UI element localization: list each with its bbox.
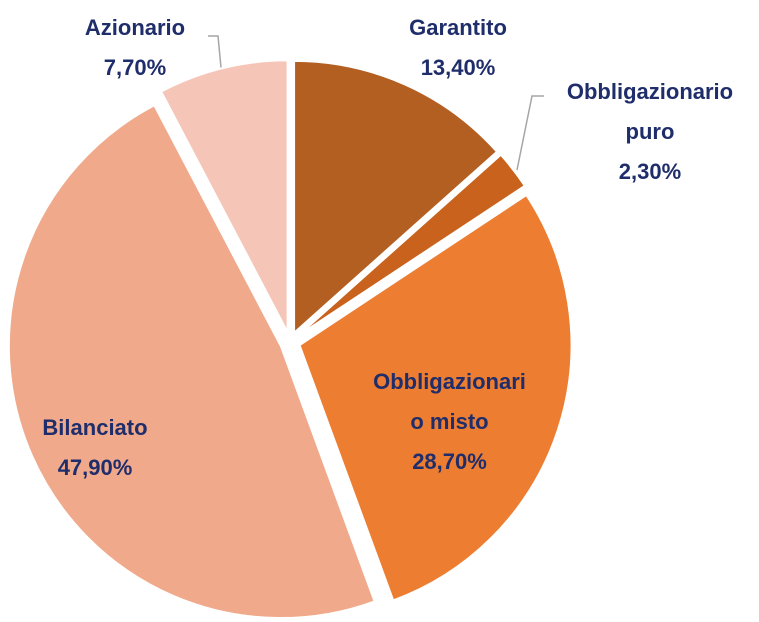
value-label: 13,40% bbox=[420, 55, 496, 80]
slice-label: Bilanciato 47,90% bbox=[20, 408, 170, 488]
slice-label: Obbligazionario puro 2,30% bbox=[540, 72, 759, 192]
category-label: Garantito bbox=[409, 15, 507, 40]
category-label: Obbligazionario misto bbox=[373, 369, 526, 434]
value-label: 2,30% bbox=[618, 159, 682, 184]
category-label: Obbligazionario puro bbox=[566, 79, 734, 144]
category-label: Azionario bbox=[84, 15, 186, 40]
pie-slice bbox=[159, 59, 289, 333]
pie-slice bbox=[298, 193, 573, 602]
slice-label: Garantito 13,40% bbox=[378, 8, 538, 88]
pie-slice bbox=[293, 59, 499, 336]
value-label: 7,70% bbox=[103, 55, 167, 80]
value-label: 28,70% bbox=[412, 449, 487, 474]
category-label: Bilanciato bbox=[42, 415, 148, 440]
leader-line bbox=[208, 35, 223, 79]
pie-slice bbox=[7, 103, 376, 620]
pie-slice bbox=[297, 153, 527, 337]
slice-label: Obbligazionario misto 28,70% bbox=[370, 362, 529, 482]
value-label: 47,90% bbox=[57, 455, 133, 480]
slice-label: Azionario 7,70% bbox=[60, 8, 210, 88]
leader-line bbox=[516, 95, 544, 171]
